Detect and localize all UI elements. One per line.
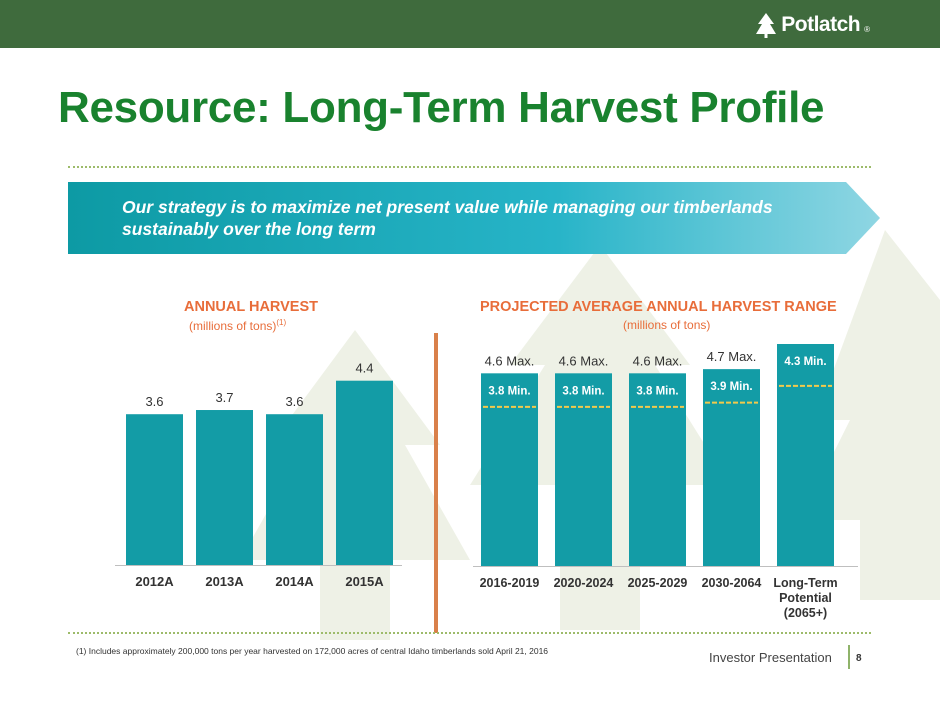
annual-category-label: 2015A — [345, 574, 384, 589]
tree-logo-icon — [756, 13, 777, 38]
projected-category-label: 2025-2029 — [628, 576, 688, 590]
min-value-label: 3.8 Min. — [562, 385, 604, 397]
annual-value-label: 3.7 — [215, 390, 233, 405]
projected-bar-max — [777, 344, 834, 566]
annual-bar-2013A — [196, 410, 253, 565]
annual-bar-2012A — [126, 414, 183, 565]
footer-separator — [848, 645, 850, 669]
annual-value-label: 3.6 — [285, 394, 303, 409]
title-divider — [68, 166, 871, 168]
min-value-label: 3.9 Min. — [710, 381, 752, 393]
footer-label: Investor Presentation — [709, 650, 832, 665]
projected-bar-max — [703, 369, 760, 566]
max-value-label: 4.7 Max. — [707, 349, 757, 364]
projected-bar-max — [629, 373, 686, 566]
annual-category-label: 2013A — [205, 574, 244, 589]
max-value-label: 4.6 Max. — [485, 353, 535, 368]
projected-bar-max — [555, 373, 612, 566]
projected-bar-max — [481, 373, 538, 566]
footer-divider — [68, 632, 871, 634]
registered-mark: ® — [864, 25, 870, 34]
page-number: 8 — [856, 653, 862, 664]
projected-category-label: 2020-2024 — [554, 576, 614, 590]
potlatch-logo: Potlatch ® — [755, 10, 870, 40]
projected-category-label: 2030-2064 — [702, 576, 762, 590]
max-value-label: 4.6 Max. — [559, 353, 609, 368]
strategy-statement: Our strategy is to maximize net present … — [122, 197, 773, 239]
logo-text: Potlatch — [781, 13, 861, 36]
annual-value-label: 3.6 — [145, 394, 163, 409]
annual-bar-2014A — [266, 414, 323, 565]
annual-harvest-subtitle: (millions of tons)(1) — [189, 318, 287, 333]
footnote: (1) Includes approximately 200,000 tons … — [76, 646, 549, 656]
chart-divider — [434, 333, 438, 633]
annual-category-label: 2012A — [135, 574, 174, 589]
page-title: Resource: Long-Term Harvest Profile — [58, 83, 825, 132]
min-value-label: 3.8 Min. — [636, 385, 678, 397]
projected-category-label: Long-Term Potential (2065+) — [773, 576, 837, 620]
min-value-label: 4.3 Min. — [784, 356, 826, 368]
annual-value-label: 4.4 — [355, 361, 373, 376]
header-bar — [0, 0, 940, 48]
footnote-ref: (1) — [276, 318, 287, 327]
annual-category-label: 2014A — [275, 574, 314, 589]
annual-bar-2015A — [336, 380, 393, 565]
projected-harvest-chart: 4.6 Max. 3.8 Min. 2016-2019 4.6 Max. 3.8 Min… — [473, 344, 858, 620]
projected-harvest-subtitle: (millions of tons) — [623, 318, 711, 332]
max-value-label: 4.6 Max. — [633, 353, 683, 368]
annual-harvest-title: ANNUAL HARVEST — [184, 299, 319, 315]
projected-category-label: 2016-2019 — [480, 576, 540, 590]
min-value-label: 3.8 Min. — [488, 385, 530, 397]
strategy-banner — [68, 182, 880, 254]
projected-harvest-title: PROJECTED AVERAGE ANNUAL HARVEST RANGE — [480, 299, 837, 315]
annual-harvest-chart: 3.6 2012A 3.7 2013A 3.6 2014A 4.4 2015A — [115, 361, 402, 589]
